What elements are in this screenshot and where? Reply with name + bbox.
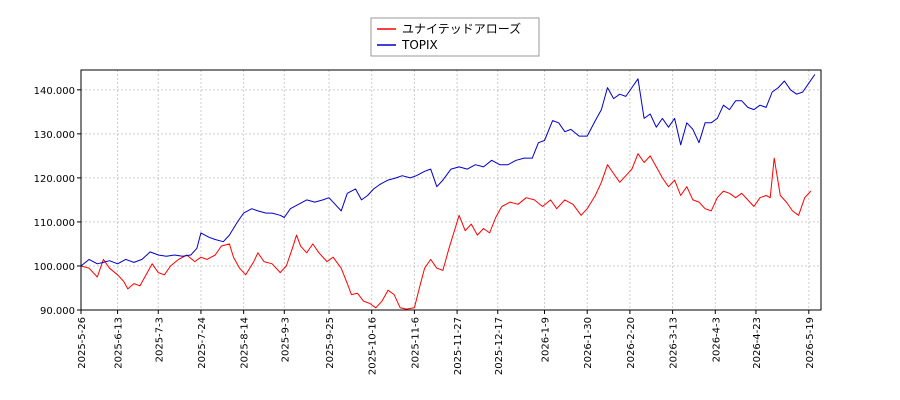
x-tick-label: 2025-6-13 — [114, 317, 125, 369]
x-tick-label: 2025-11-27 — [453, 317, 464, 375]
x-tick-label: 2026-1-30 — [583, 317, 594, 369]
grid — [80, 70, 821, 311]
y-tick-label: 120.000 — [34, 174, 75, 185]
x-tick-label: 2026-5-19 — [805, 317, 816, 369]
x-tick-label: 2025-7-24 — [197, 317, 208, 369]
series-line-0 — [80, 153, 812, 310]
x-tick-label: 2026-3-13 — [669, 317, 680, 369]
y-tick-label: 110.000 — [34, 218, 75, 229]
x-tick-label: 2025-5-26 — [77, 317, 88, 369]
x-tick-label: 2026-2-20 — [626, 317, 637, 369]
x-tick-label: 2026-1-9 — [541, 317, 552, 362]
x-tick-label: 2025-10-16 — [368, 317, 379, 375]
series-line-1 — [80, 74, 816, 267]
x-tick-label: 2025-7-3 — [154, 317, 165, 362]
y-tick-label: 90.000 — [40, 306, 75, 317]
legend-label-0: ユナイテッドアローズ — [402, 21, 521, 36]
legend-box — [370, 17, 540, 57]
x-tick-label: 2025-12-17 — [494, 317, 505, 375]
plot-frame — [80, 69, 822, 311]
y-tick-label: 140.000 — [34, 86, 75, 97]
x-tick-label: 2025-11-6 — [410, 317, 421, 369]
x-tick-label: 2026-4-23 — [752, 317, 763, 369]
y-tick-label: 130.000 — [34, 130, 75, 141]
y-tick-label: 100.000 — [34, 262, 75, 273]
x-tick-label: 2026-4-3 — [711, 317, 722, 362]
x-tick-label: 2025-8-14 — [240, 317, 251, 369]
legend-label-1: TOPIX — [401, 38, 438, 52]
axes: 90.000 100.000 110.000 120.000 130.000 140.00… — [34, 86, 816, 375]
legend: ユナイテッドアローズ TOPIX — [370, 17, 540, 57]
series-lines — [80, 74, 816, 310]
x-tick-label: 2025-9-25 — [325, 317, 336, 369]
x-tick-label: 2025-9-3 — [280, 317, 291, 362]
